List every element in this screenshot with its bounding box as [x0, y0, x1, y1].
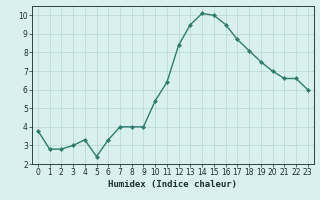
X-axis label: Humidex (Indice chaleur): Humidex (Indice chaleur)	[108, 180, 237, 189]
